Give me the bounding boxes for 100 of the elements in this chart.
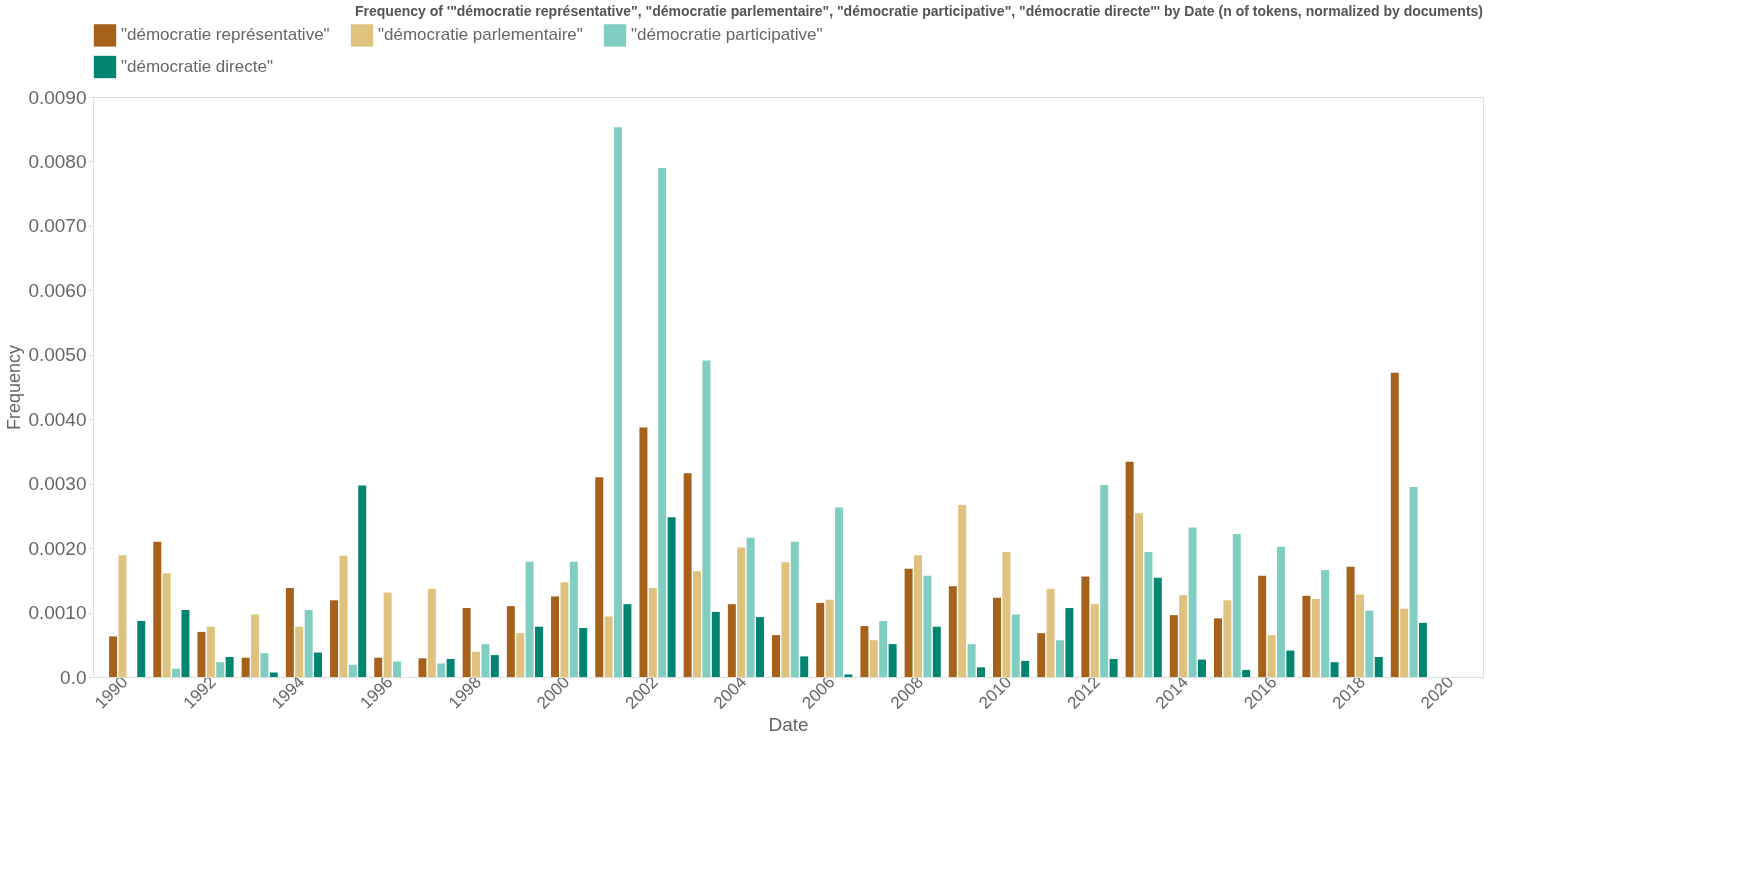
- y-tick-label: 0.0040: [28, 408, 87, 430]
- bar: [569, 561, 578, 677]
- bar: [1286, 650, 1295, 677]
- bar: [790, 541, 799, 677]
- bar: [1046, 588, 1055, 677]
- bar: [816, 602, 825, 677]
- bar: [932, 626, 941, 677]
- bar: [118, 555, 127, 677]
- bar: [1346, 566, 1355, 677]
- bar: [1302, 595, 1311, 677]
- bar: [437, 663, 446, 677]
- bar: [393, 661, 402, 677]
- bar: [879, 620, 888, 677]
- bar: [462, 608, 471, 677]
- bar: [109, 636, 118, 677]
- bar: [181, 609, 190, 677]
- bar: [1311, 599, 1320, 677]
- bar: [1056, 640, 1064, 677]
- bar: [225, 657, 234, 677]
- y-tick-label: 0.0030: [28, 473, 87, 495]
- bar: [172, 668, 181, 677]
- y-tick-label: 0.0090: [28, 86, 87, 108]
- bar: [1125, 461, 1134, 677]
- bar: [904, 568, 913, 677]
- bar: [1258, 575, 1267, 677]
- bar: [658, 167, 667, 677]
- bar: [1065, 608, 1074, 677]
- bar: [914, 555, 922, 677]
- bar: [295, 626, 304, 677]
- bar: [967, 644, 976, 677]
- bar: [446, 658, 455, 677]
- bar: [639, 427, 648, 677]
- bar: [923, 575, 932, 677]
- y-tick-label: 0.0: [60, 666, 87, 688]
- bar: [977, 667, 985, 677]
- bar: [330, 600, 339, 677]
- bar: [1400, 608, 1409, 677]
- bar: [427, 588, 436, 677]
- bar: [197, 631, 206, 677]
- bar: [1418, 622, 1427, 677]
- bar: [711, 611, 720, 677]
- bar: [481, 644, 490, 677]
- bar: [137, 620, 146, 677]
- bar: [525, 561, 534, 677]
- bar: [1002, 551, 1011, 677]
- bar: [285, 588, 294, 677]
- bar: [358, 485, 367, 677]
- bar: [1100, 484, 1109, 677]
- bar: [304, 609, 313, 677]
- bar: [1232, 533, 1241, 677]
- y-tick-label: 0.0070: [28, 215, 87, 237]
- bar: [348, 664, 357, 677]
- bar: [314, 652, 323, 677]
- bar: [683, 473, 692, 677]
- bar: [216, 662, 225, 677]
- bar: [869, 640, 878, 677]
- bar: [1197, 659, 1206, 677]
- bar: [339, 555, 348, 677]
- bar: [1321, 570, 1330, 677]
- bar: [835, 507, 843, 677]
- bar: [993, 597, 1001, 677]
- bar: [800, 656, 809, 677]
- bar: [251, 614, 260, 677]
- bar: [1153, 577, 1162, 677]
- bar: [1011, 614, 1020, 677]
- bar: [162, 573, 171, 677]
- y-tick-label: 0.0010: [28, 602, 87, 624]
- bar: [1374, 657, 1383, 677]
- bar: [535, 626, 544, 677]
- bar: [1242, 669, 1251, 677]
- bar: [595, 477, 604, 677]
- bar: [667, 517, 676, 677]
- bar: [1188, 527, 1197, 677]
- bar: [153, 541, 162, 677]
- bar: [1330, 662, 1339, 677]
- chart-title: Frequency of '"démocratie représentative", "démocratie parlementaire", "démocratie participative", "démocratie directe"' by Date (n of tokens, normalized by documents): [355, 3, 1483, 19]
- y-tick-label: 0.0020: [28, 537, 87, 559]
- bar: [623, 604, 632, 677]
- bar: [1135, 513, 1143, 677]
- bar: [551, 596, 560, 677]
- bar: [727, 604, 736, 677]
- bar: [374, 657, 383, 677]
- bar: [383, 592, 392, 677]
- bar: [1390, 372, 1399, 677]
- bar: [260, 653, 269, 677]
- bar: [472, 651, 481, 677]
- bar: [888, 644, 897, 677]
- bar: [614, 127, 623, 677]
- bar: [604, 616, 613, 677]
- bar: [1179, 595, 1188, 677]
- bar: [825, 599, 834, 677]
- bar: [1365, 610, 1374, 677]
- bar: [418, 658, 427, 677]
- bar: [948, 586, 957, 677]
- bar: [1090, 604, 1099, 677]
- bar: [958, 504, 967, 677]
- bar: [1214, 618, 1222, 677]
- bar: [1081, 576, 1090, 677]
- bar: [737, 547, 746, 677]
- bar: [844, 674, 853, 677]
